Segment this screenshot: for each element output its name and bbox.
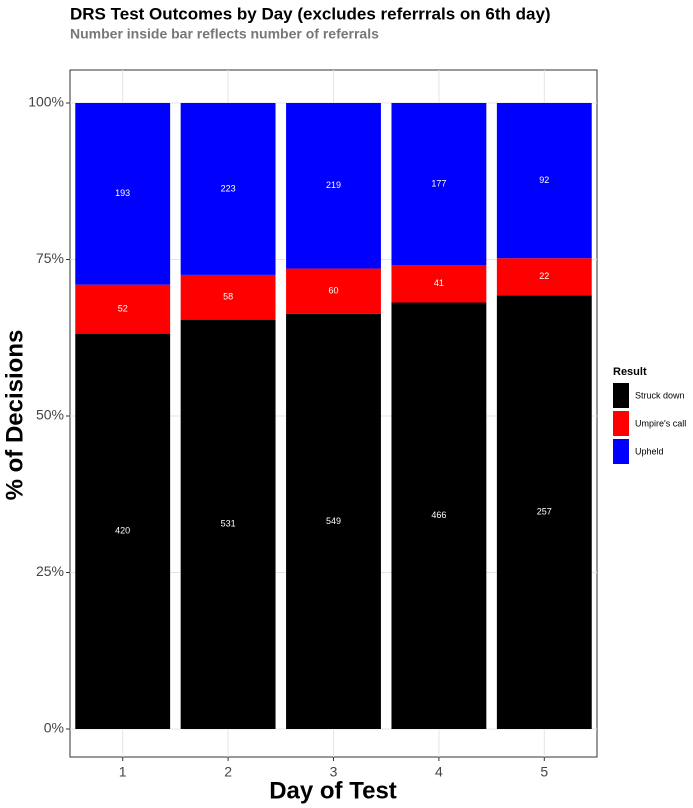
bar-segment <box>496 103 592 259</box>
x-tick-label: 5 <box>540 764 548 780</box>
bar-value-label: 41 <box>434 278 444 288</box>
x-tick-label: 3 <box>330 764 338 780</box>
bar-segment <box>180 319 276 729</box>
chart-title: DRS Test Outcomes by Day (excludes refer… <box>70 4 551 23</box>
bar-value-label: 58 <box>223 292 233 302</box>
bar-value-label: 420 <box>115 526 130 536</box>
bar-value-label: 60 <box>328 286 338 296</box>
y-tick-label: 0% <box>44 720 64 736</box>
bar-value-label: 22 <box>539 271 549 281</box>
bar-segment <box>180 103 276 275</box>
legend-label: Umpire's call <box>635 418 686 428</box>
bar-value-label: 193 <box>115 188 130 198</box>
x-tick-label: 2 <box>224 764 232 780</box>
legend-title: Result <box>613 366 647 378</box>
bar-segment <box>286 103 381 269</box>
y-axis-label: % of Decisions <box>1 330 28 501</box>
legend-key <box>613 411 629 436</box>
legend-key <box>613 383 629 408</box>
bar-segment <box>391 264 487 303</box>
x-tick-label: 4 <box>435 764 443 780</box>
bar-value-label: 466 <box>431 510 446 520</box>
chart-subtitle: Number inside bar reflects number of ref… <box>70 26 379 42</box>
bar-segment <box>75 103 171 285</box>
y-tick-label: 75% <box>36 250 64 266</box>
y-tick-label: 100% <box>28 94 64 110</box>
bar-segment <box>496 258 592 296</box>
bar-segment <box>286 268 381 314</box>
bar-value-label: 52 <box>118 304 128 314</box>
bar-segment <box>496 295 592 729</box>
legend-key <box>613 439 629 464</box>
bar-value-label: 549 <box>326 516 341 526</box>
y-tick-label: 25% <box>36 563 64 579</box>
x-axis-label: Day of Test <box>269 777 397 804</box>
bar-value-label: 531 <box>221 519 236 529</box>
bar-value-label: 223 <box>221 183 236 193</box>
bar-segment <box>391 302 487 729</box>
bar-segment <box>286 313 381 729</box>
bar-segment <box>75 284 171 334</box>
bar-segment <box>75 333 171 729</box>
bar-value-label: 177 <box>431 178 446 188</box>
bar-value-label: 92 <box>539 175 549 185</box>
y-tick-label: 50% <box>36 407 64 423</box>
x-tick-label: 1 <box>119 764 127 780</box>
legend-label: Upheld <box>635 446 664 456</box>
bar-segment <box>180 274 276 320</box>
legend-label: Struck down <box>635 390 685 400</box>
bar-segment <box>391 103 487 265</box>
bar-value-label: 257 <box>537 507 552 517</box>
bar-value-label: 219 <box>326 180 341 190</box>
